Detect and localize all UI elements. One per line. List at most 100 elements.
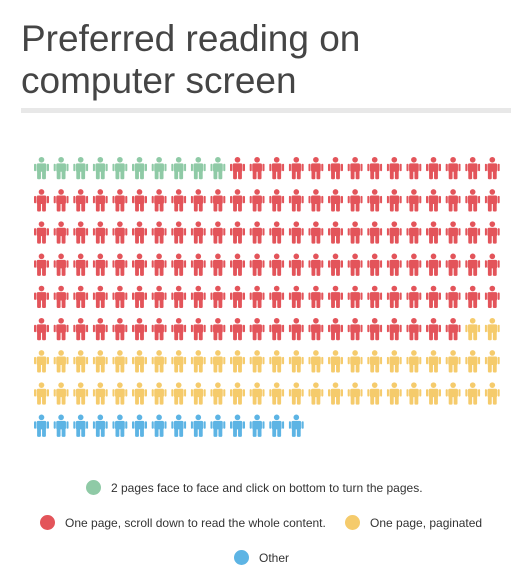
- person-icon-one-page-scroll-down-to-read-the: [484, 189, 500, 212]
- person-icon-one-page-scroll-down-to-read-the: [249, 285, 265, 309]
- person-icon-one-page-paginated: [445, 382, 461, 405]
- person-icon-one-page-scroll-down-to-read-the: [190, 253, 206, 276]
- person-icon-one-page-scroll-down-to-read-the: [210, 285, 226, 309]
- person-icon-one-page-scroll-down-to-read-the: [34, 221, 49, 244]
- legend-item-other: Other: [234, 550, 289, 565]
- person-icon-one-page-scroll-down-to-read-the: [132, 221, 147, 244]
- person-icon-one-page-scroll-down-to-read-the: [288, 156, 304, 180]
- person-icon-one-page-scroll-down-to-read-the: [171, 221, 187, 244]
- person-icon-one-page-paginated: [210, 350, 226, 373]
- person-icon-one-page-scroll-down-to-read-the: [386, 253, 402, 276]
- person-icon-one-page-scroll-down-to-read-the: [151, 189, 167, 212]
- person-icon-one-page-scroll-down-to-read-the: [367, 221, 383, 244]
- person-icon-one-page-scroll-down-to-read-the: [386, 285, 402, 309]
- person-icon-one-page-scroll-down-to-read-the: [92, 189, 108, 212]
- person-icon-other: [269, 414, 285, 437]
- person-icon-one-page-scroll-down-to-read-the: [308, 189, 324, 212]
- person-icon-one-page-paginated: [34, 382, 49, 405]
- person-icon-one-page-paginated: [288, 382, 304, 405]
- person-icon-one-page-scroll-down-to-read-the: [347, 156, 363, 180]
- person-icon-other: [210, 414, 226, 437]
- legend-label: Other: [259, 550, 290, 565]
- person-icon-one-page-paginated: [112, 350, 128, 373]
- person-icon-one-page-paginated: [230, 350, 245, 373]
- person-icon-one-page-scroll-down-to-read-the: [73, 317, 89, 341]
- person-icon-one-page-scroll-down-to-read-the: [210, 221, 226, 244]
- person-icon-one-page-scroll-down-to-read-the: [367, 285, 383, 309]
- person-icon-one-page-scroll-down-to-read-the: [230, 317, 245, 341]
- person-icon-one-page-scroll-down-to-read-the: [151, 221, 167, 244]
- person-icon-one-page-scroll-down-to-read-the: [249, 189, 265, 212]
- person-icon-one-page-scroll-down-to-read-the: [230, 253, 245, 276]
- person-icon-one-page-scroll-down-to-read-the: [426, 285, 441, 309]
- legend-label: 2 pages face to face and click on bottom…: [111, 480, 423, 495]
- person-icon-one-page-scroll-down-to-read-the: [34, 253, 49, 276]
- person-icon-one-page-paginated: [347, 350, 363, 373]
- person-icon-2-pages-face-to-face-and-click-o: [112, 156, 128, 180]
- person-icon-one-page-scroll-down-to-read-the: [210, 253, 226, 276]
- person-icon-one-page-scroll-down-to-read-the: [426, 156, 441, 180]
- person-icon-one-page-scroll-down-to-read-the: [347, 253, 363, 276]
- person-icon-one-page-scroll-down-to-read-the: [367, 317, 383, 341]
- person-icon-one-page-paginated: [484, 317, 500, 341]
- person-icon-one-page-scroll-down-to-read-the: [190, 221, 206, 244]
- person-icon-one-page-scroll-down-to-read-the: [406, 285, 422, 309]
- person-icon-one-page-paginated: [465, 382, 481, 405]
- person-icon-other: [190, 414, 206, 437]
- person-icon-one-page-scroll-down-to-read-the: [386, 189, 402, 212]
- legend-item-one-page-scroll: One page, scroll down to read the whole …: [40, 515, 326, 530]
- person-icon-one-page-scroll-down-to-read-the: [132, 253, 147, 276]
- person-icon-one-page-paginated: [53, 382, 69, 405]
- person-icon-one-page-scroll-down-to-read-the: [171, 317, 187, 341]
- legend-dot: [234, 550, 249, 565]
- person-icon-one-page-paginated: [249, 350, 265, 373]
- person-icon-one-page-scroll-down-to-read-the: [53, 317, 69, 341]
- person-icon-one-page-scroll-down-to-read-the: [269, 189, 285, 212]
- person-icon-one-page-paginated: [445, 350, 461, 373]
- person-icon-one-page-paginated: [230, 382, 245, 405]
- person-icon-one-page-scroll-down-to-read-the: [112, 285, 128, 309]
- person-icon-one-page-scroll-down-to-read-the: [426, 317, 441, 341]
- person-icon-other: [132, 414, 147, 437]
- person-icon-one-page-scroll-down-to-read-the: [269, 285, 285, 309]
- legend-label: One page, scroll down to read the whole …: [65, 515, 326, 530]
- person-icon-one-page-paginated: [288, 350, 304, 373]
- person-icon-one-page-scroll-down-to-read-the: [230, 285, 245, 309]
- person-icon-one-page-paginated: [386, 350, 402, 373]
- person-icon-one-page-scroll-down-to-read-the: [92, 285, 108, 309]
- person-icon-2-pages-face-to-face-and-click-o: [92, 156, 108, 180]
- person-icon-one-page-paginated: [308, 350, 324, 373]
- person-icon-one-page-scroll-down-to-read-the: [171, 285, 187, 309]
- person-icon-one-page-scroll-down-to-read-the: [132, 285, 147, 309]
- person-icon-one-page-paginated: [269, 350, 285, 373]
- person-icon-one-page-paginated: [92, 382, 108, 405]
- legend-dot: [86, 480, 101, 495]
- person-icon-one-page-paginated: [112, 382, 128, 405]
- person-icon-one-page-paginated: [151, 382, 167, 405]
- person-icon-one-page-paginated: [171, 382, 187, 405]
- person-icon-one-page-paginated: [426, 382, 441, 405]
- person-icon-other: [112, 414, 128, 437]
- person-icon-one-page-scroll-down-to-read-the: [210, 317, 226, 341]
- person-icon-one-page-scroll-down-to-read-the: [34, 285, 49, 309]
- person-icon-one-page-scroll-down-to-read-the: [406, 253, 422, 276]
- person-icon-one-page-scroll-down-to-read-the: [112, 317, 128, 341]
- person-icon-one-page-scroll-down-to-read-the: [249, 317, 265, 341]
- person-icon-one-page-scroll-down-to-read-the: [465, 156, 481, 180]
- person-icon-2-pages-face-to-face-and-click-o: [73, 156, 89, 180]
- person-icon-one-page-scroll-down-to-read-the: [53, 189, 69, 212]
- person-icon-one-page-paginated: [53, 350, 69, 373]
- person-icon-other: [34, 414, 49, 437]
- person-icon-one-page-scroll-down-to-read-the: [465, 253, 481, 276]
- person-icon-one-page-paginated: [269, 382, 285, 405]
- person-icon-one-page-scroll-down-to-read-the: [151, 285, 167, 309]
- person-icon-one-page-paginated: [328, 350, 343, 373]
- person-icon-one-page-scroll-down-to-read-the: [34, 189, 49, 212]
- person-icon-one-page-scroll-down-to-read-the: [406, 189, 422, 212]
- legend-label: One page, paginated: [370, 515, 483, 530]
- person-icon-one-page-scroll-down-to-read-the: [308, 156, 324, 180]
- person-icon-one-page-scroll-down-to-read-the: [151, 317, 167, 341]
- person-icon-2-pages-face-to-face-and-click-o: [190, 156, 206, 180]
- person-icon-one-page-scroll-down-to-read-the: [406, 156, 422, 180]
- person-icon-one-page-scroll-down-to-read-the: [426, 189, 441, 212]
